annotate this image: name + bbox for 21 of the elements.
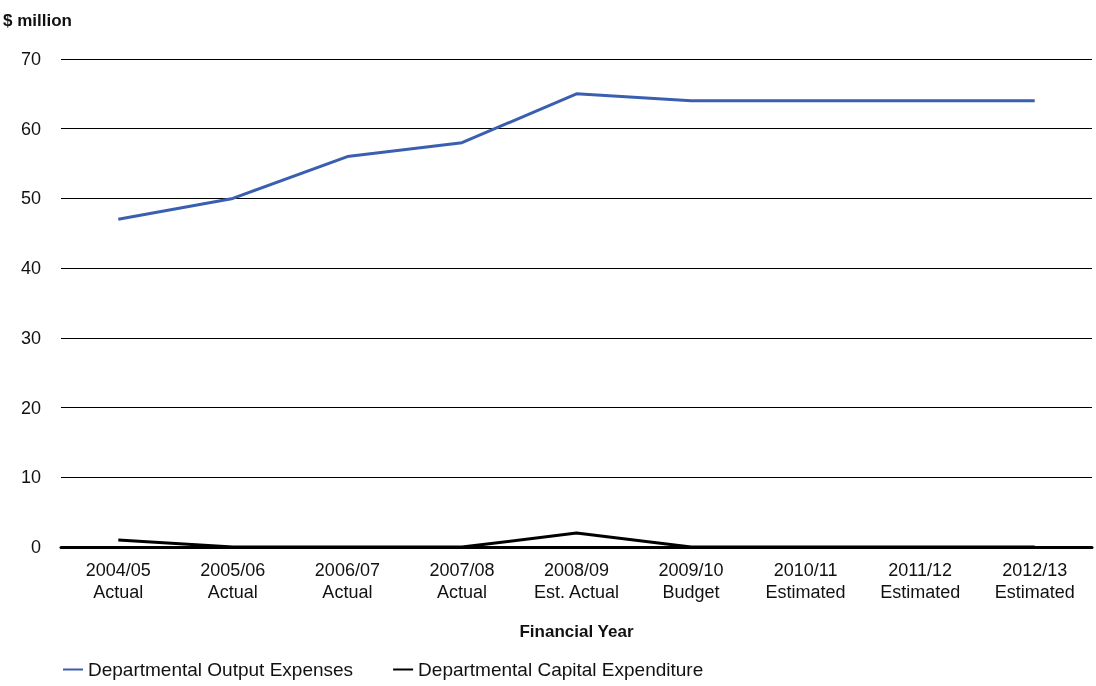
x-tick-label: 2005/06 Actual xyxy=(200,560,266,602)
x-tick-label: 2010/11 Estimated xyxy=(765,560,846,602)
legend-label: Departmental Capital Expenditure xyxy=(418,659,704,680)
x-tick-label: 2011/12 Estimated xyxy=(880,560,961,602)
y-tick-label: 60 xyxy=(20,118,41,139)
y-tick-label: 70 xyxy=(20,49,41,69)
x-tick-label: 2009/10 Budget xyxy=(658,560,724,602)
x-tick-label: 2012/13 Estimated xyxy=(994,560,1075,602)
y-tick-label: 10 xyxy=(20,467,41,488)
y-tick-label: 30 xyxy=(20,327,41,348)
y-axis-title: $ million xyxy=(3,11,72,30)
x-axis-title: Financial Year xyxy=(519,622,634,641)
x-tick-label: 2007/08 Actual xyxy=(429,560,495,602)
x-tick-label: 2008/09 Est. Actual xyxy=(533,560,620,602)
y-tick-label: 40 xyxy=(20,258,41,279)
y-tick-label: 0 xyxy=(30,537,41,557)
legend-label: Departmental Output Expenses xyxy=(88,659,354,680)
y-tick-label: 20 xyxy=(20,397,41,418)
y-tick-label: 50 xyxy=(20,188,41,209)
x-tick-label: 2006/07 Actual xyxy=(314,560,380,602)
x-tick-label: 2004/05 Actual xyxy=(85,560,151,602)
